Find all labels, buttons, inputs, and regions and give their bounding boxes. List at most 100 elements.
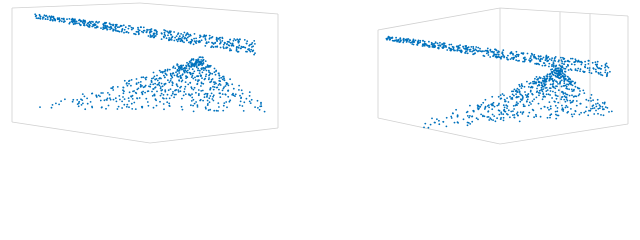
scatter-point bbox=[88, 26, 91, 28]
scatter-point bbox=[518, 83, 521, 86]
scatter-point bbox=[525, 100, 528, 103]
scatter-point bbox=[108, 26, 111, 29]
scatter-point bbox=[458, 49, 461, 52]
scatter-point bbox=[516, 87, 519, 90]
scatter-point bbox=[480, 50, 483, 53]
scatter-point bbox=[514, 55, 517, 57]
scatter-point bbox=[78, 19, 80, 22]
scatter-point bbox=[436, 118, 438, 121]
scatter-point bbox=[259, 105, 262, 108]
scatter-point bbox=[231, 83, 234, 86]
scatter-point bbox=[72, 98, 75, 101]
scatter-point bbox=[163, 33, 166, 36]
scatter-point bbox=[604, 66, 606, 69]
scatter-point bbox=[76, 99, 79, 101]
scatter-point bbox=[91, 92, 94, 95]
scatter-point bbox=[479, 47, 481, 50]
scatter-point bbox=[412, 41, 415, 43]
scatter-point bbox=[181, 108, 184, 111]
scatter-point bbox=[83, 22, 85, 25]
scatter-point bbox=[117, 105, 120, 108]
scatter-point bbox=[385, 37, 388, 40]
scatter-point bbox=[555, 97, 558, 100]
scatter-point bbox=[221, 93, 224, 95]
scatter-point bbox=[451, 45, 454, 48]
scatter-point bbox=[167, 34, 169, 37]
scatter-point bbox=[565, 98, 568, 100]
scatter-point bbox=[174, 36, 177, 39]
scatter-point bbox=[550, 71, 553, 73]
scatter-point bbox=[154, 78, 157, 81]
scatter-point bbox=[606, 107, 609, 109]
scatter-point bbox=[111, 87, 114, 89]
scatter-point bbox=[191, 74, 194, 77]
scatter-point bbox=[179, 40, 182, 43]
scatter-point bbox=[531, 86, 534, 88]
scatter-point bbox=[600, 114, 602, 116]
scatter-point bbox=[480, 103, 483, 106]
scatter-point bbox=[158, 77, 161, 80]
scatter-point bbox=[142, 26, 145, 29]
scatter-point bbox=[513, 116, 516, 119]
scatter-point bbox=[483, 55, 486, 57]
scatter-point bbox=[512, 58, 515, 61]
scatter-point bbox=[448, 46, 450, 49]
scatter-point bbox=[532, 80, 534, 83]
scatter-point bbox=[123, 98, 126, 100]
scatter-point bbox=[590, 100, 592, 102]
scatter-point bbox=[450, 48, 453, 51]
scatter-point bbox=[512, 110, 514, 112]
scatter-point bbox=[561, 104, 563, 107]
scatter-point bbox=[123, 79, 126, 82]
scatter-point bbox=[522, 111, 525, 113]
scatter-point bbox=[192, 98, 195, 101]
scatter-point bbox=[505, 56, 508, 59]
scatter-point bbox=[222, 75, 224, 78]
scatter-point bbox=[193, 33, 196, 35]
scatter-point bbox=[495, 53, 498, 56]
scatter-point bbox=[183, 71, 186, 73]
scatter-point bbox=[542, 96, 545, 98]
scatter-point bbox=[241, 92, 244, 95]
scatter-point bbox=[114, 27, 117, 30]
scatter-point bbox=[583, 111, 586, 114]
scatter-point bbox=[538, 60, 541, 62]
scatter-point bbox=[109, 98, 112, 101]
scatter-point bbox=[516, 114, 519, 117]
scatter-point bbox=[490, 51, 493, 53]
scatter-point bbox=[525, 58, 527, 61]
scatter-point bbox=[602, 108, 604, 111]
scatter-point bbox=[533, 80, 536, 83]
scatter-point bbox=[218, 82, 221, 85]
scatter-point bbox=[134, 91, 137, 94]
scatter-point bbox=[141, 106, 144, 109]
scatter-point bbox=[180, 64, 183, 67]
scatter-point bbox=[219, 46, 222, 49]
scatter-point bbox=[500, 97, 503, 100]
scatter-point bbox=[223, 77, 226, 80]
scatter-point bbox=[198, 56, 201, 59]
scatter-point bbox=[452, 48, 455, 50]
scatter-point bbox=[565, 93, 568, 96]
scatter-point bbox=[512, 114, 514, 116]
scatter-point bbox=[419, 39, 422, 42]
scatter-point bbox=[566, 75, 569, 78]
scatter-point bbox=[471, 120, 474, 123]
scatter-point bbox=[204, 75, 207, 78]
scatter-point bbox=[103, 27, 106, 30]
scatter-point bbox=[548, 101, 551, 103]
scatter-point bbox=[178, 79, 181, 82]
scatter-point bbox=[192, 59, 195, 61]
scatter-point bbox=[557, 60, 560, 63]
scatter-point bbox=[198, 93, 200, 95]
scatter-point bbox=[472, 45, 475, 48]
scatter-point bbox=[469, 123, 472, 125]
scatter-point bbox=[243, 39, 246, 41]
scatter-point bbox=[195, 91, 197, 94]
scatter-point bbox=[160, 32, 163, 35]
scatter-point bbox=[430, 41, 433, 44]
scatter-point bbox=[135, 78, 138, 80]
scatter-point bbox=[74, 22, 77, 25]
scatter-point bbox=[540, 81, 543, 84]
scatter-point bbox=[527, 115, 530, 118]
